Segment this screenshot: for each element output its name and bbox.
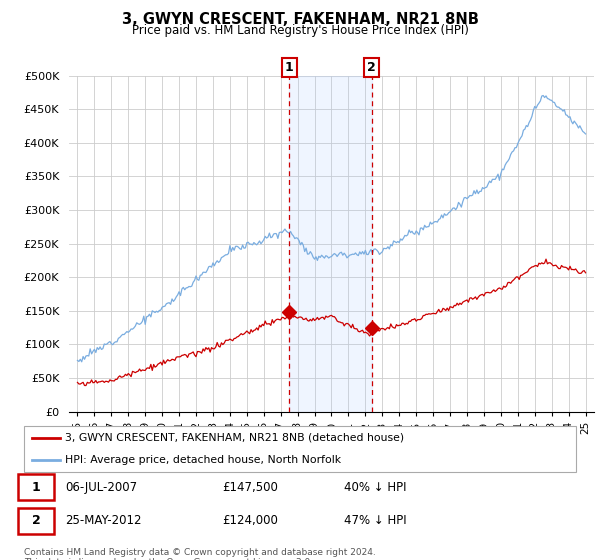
Text: 2: 2 (367, 61, 376, 74)
Text: 1: 1 (285, 61, 294, 74)
Text: 1: 1 (32, 481, 41, 494)
Text: 3, GWYN CRESCENT, FAKENHAM, NR21 8NB: 3, GWYN CRESCENT, FAKENHAM, NR21 8NB (122, 12, 478, 27)
Text: 06-JUL-2007: 06-JUL-2007 (65, 481, 137, 494)
Text: HPI: Average price, detached house, North Norfolk: HPI: Average price, detached house, Nort… (65, 455, 341, 465)
Text: £147,500: £147,500 (223, 481, 278, 494)
Text: 25-MAY-2012: 25-MAY-2012 (65, 514, 142, 528)
Text: £124,000: £124,000 (223, 514, 278, 528)
Text: 3, GWYN CRESCENT, FAKENHAM, NR21 8NB (detached house): 3, GWYN CRESCENT, FAKENHAM, NR21 8NB (de… (65, 432, 404, 442)
FancyBboxPatch shape (19, 508, 55, 534)
FancyBboxPatch shape (24, 426, 576, 472)
Bar (289, 76, 371, 412)
Text: Contains HM Land Registry data © Crown copyright and database right 2024.
This d: Contains HM Land Registry data © Crown c… (24, 548, 376, 560)
Text: Price paid vs. HM Land Registry's House Price Index (HPI): Price paid vs. HM Land Registry's House … (131, 24, 469, 36)
FancyBboxPatch shape (19, 474, 55, 500)
Text: 47% ↓ HPI: 47% ↓ HPI (344, 514, 407, 528)
Text: 40% ↓ HPI: 40% ↓ HPI (344, 481, 407, 494)
Text: 2: 2 (32, 514, 41, 528)
